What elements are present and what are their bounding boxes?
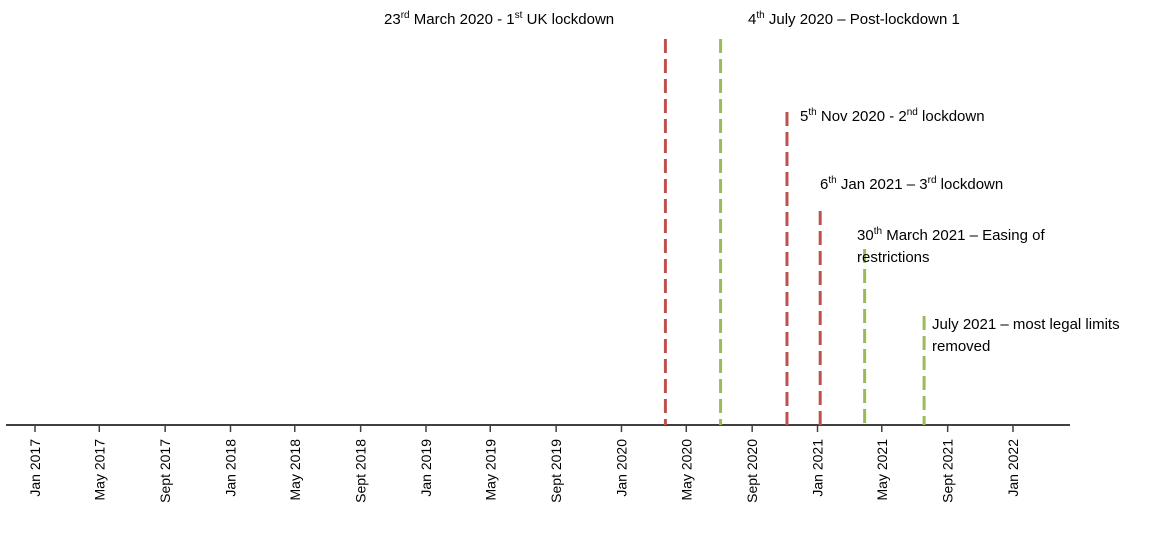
event-label: 6th Jan 2021 – 3rd lockdown — [820, 175, 1003, 193]
axis-tick-labels: Jan 2017 May 2017 Sept 2017 Jan 2018 May 201… — [27, 439, 1021, 503]
event-label: 23rd March 2020 - 1st UK lockdown — [384, 10, 614, 28]
tick-label: Jan 2020 — [613, 439, 629, 497]
event-label: July 2021 – most legal limits — [932, 316, 1120, 333]
event-labels: 23rd March 2020 - 1st UK lockdown 4th Jul… — [384, 10, 1120, 355]
tick-label: Sept 2021 — [940, 439, 956, 503]
tick-label: May 2017 — [91, 439, 107, 501]
tick-label: Jan 2022 — [1005, 439, 1021, 497]
tick-label: May 2021 — [874, 439, 890, 501]
tick-label: Sept 2019 — [548, 439, 564, 503]
event-markers — [663, 39, 926, 425]
event-label: 4th July 2020 – Post-lockdown 1 — [748, 10, 960, 28]
event-label: removed — [932, 338, 990, 355]
event-label: 5th Nov 2020 - 2nd lockdown — [800, 107, 985, 125]
event-label: 30th March 2021 – Easing of — [857, 226, 1045, 244]
tick-label: Jan 2017 — [27, 439, 43, 497]
event-label: restrictions — [857, 249, 930, 266]
tick-label: Jan 2021 — [810, 439, 826, 497]
tick-label: Sept 2017 — [157, 439, 173, 503]
tick-label: May 2018 — [287, 439, 303, 501]
tick-label: Jan 2018 — [222, 439, 238, 497]
tick-label: May 2019 — [482, 439, 498, 501]
tick-label: Jan 2019 — [418, 439, 434, 497]
axis-ticks — [34, 425, 1014, 432]
tick-label: Sept 2018 — [353, 439, 369, 503]
tick-label: Sept 2020 — [744, 439, 760, 503]
tick-label: May 2020 — [678, 439, 694, 501]
